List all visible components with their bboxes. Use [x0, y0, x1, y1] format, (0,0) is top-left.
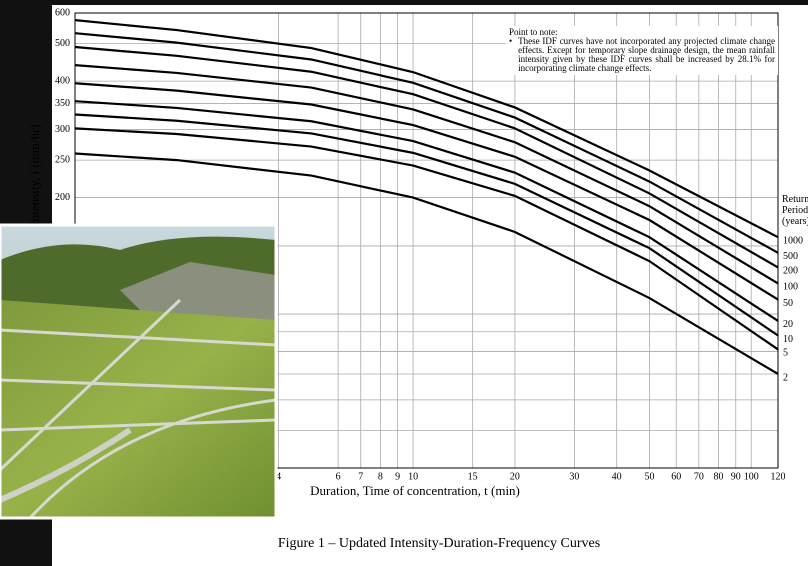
y-axis-label: Intensity, i (mm/hr) [27, 124, 42, 225]
note-box: Point to note: •These IDF curves have no… [506, 26, 778, 75]
x-tick-label: 20 [510, 471, 520, 482]
photo [0, 225, 276, 518]
x-tick-label: 6 [336, 471, 341, 482]
x-tick-label: 9 [395, 471, 400, 482]
chart: 4678910152030405060708090100120405060708… [0, 0, 808, 566]
x-tick-label: 120 [771, 471, 786, 482]
x-tick-label: 70 [694, 471, 704, 482]
x-tick-label: 30 [569, 471, 579, 482]
x-tick-label: 80 [713, 471, 723, 482]
x-tick-label: 7 [358, 471, 363, 482]
x-tick-label: 40 [612, 471, 622, 482]
y-tick-label: 350 [55, 98, 70, 109]
legend-label: 50 [783, 298, 793, 309]
x-axis-label: Duration, Time of concentration, t (min) [310, 483, 520, 498]
y-tick-label: 500 [55, 38, 70, 49]
x-tick-label: 90 [731, 471, 741, 482]
x-tick-label: 50 [644, 471, 654, 482]
legend-label: 20 [783, 319, 793, 330]
x-tick-label: 10 [408, 471, 418, 482]
y-tick-label: 250 [55, 154, 70, 165]
legend-label: 200 [783, 266, 798, 277]
caption: Figure 1 – Updated Intensity-Duration-Fr… [0, 536, 808, 552]
dark-top [52, 0, 808, 5]
x-tick-label: 15 [468, 471, 478, 482]
page: 4678910152030405060708090100120405060708… [0, 0, 808, 566]
legend-label: 2 [783, 372, 788, 383]
y-tick-label: 300 [55, 124, 70, 135]
x-tick-label: 8 [378, 471, 383, 482]
note-text: These IDF curves have not incorporated a… [518, 37, 775, 73]
legend-label: 100 [783, 282, 798, 293]
y-tick-label: 400 [55, 75, 70, 86]
y-tick-label: 600 [55, 7, 70, 18]
legend-label: 1000 [783, 235, 803, 246]
note-item: •These IDF curves have not incorporated … [509, 37, 775, 73]
x-tick-label: 60 [671, 471, 681, 482]
legend-label: 500 [783, 251, 798, 262]
legend-label: 5 [783, 348, 788, 359]
legend-label: 10 [783, 334, 793, 345]
y-tick-label: 200 [55, 192, 70, 203]
x-tick-label: 100 [744, 471, 759, 482]
